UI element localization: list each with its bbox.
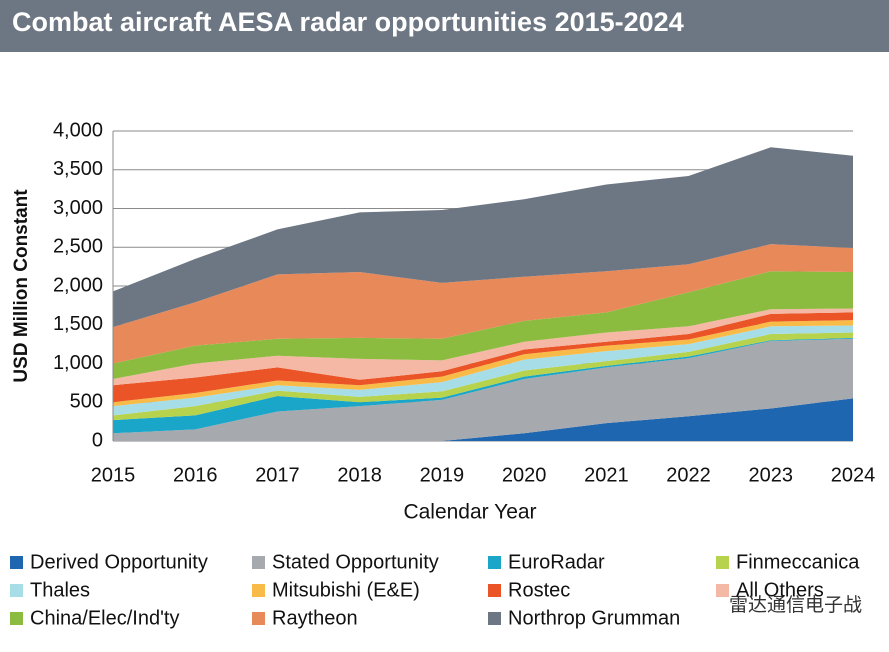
area xyxy=(113,332,853,421)
chart-title: Combat aircraft AESA radar opportunities… xyxy=(12,7,684,37)
legend-swatch xyxy=(252,584,265,597)
x-tick-label: 2023 xyxy=(749,464,794,486)
x-tick-label: 2020 xyxy=(502,464,547,486)
legend-swatch xyxy=(252,556,265,569)
x-tick-label: 2016 xyxy=(173,464,218,486)
y-tick-label: 4,000 xyxy=(53,119,103,141)
legend-swatch xyxy=(716,584,729,597)
legend-label: Rostec xyxy=(508,579,570,601)
legend-swatch xyxy=(10,584,23,597)
legend-label: EuroRadar xyxy=(508,551,605,573)
y-tick-label: 1,000 xyxy=(53,352,103,374)
legend-swatch xyxy=(488,556,501,569)
x-tick-label: 2017 xyxy=(255,464,300,486)
legend-swatch xyxy=(488,584,501,597)
legend-swatch xyxy=(488,612,501,625)
legend-label: China/Elec/Ind'ty xyxy=(30,607,179,629)
y-tick-label: 1,500 xyxy=(53,313,103,335)
area xyxy=(113,325,853,416)
x-tick-label: 2022 xyxy=(666,464,711,486)
y-tick-label: 3,000 xyxy=(53,197,103,219)
y-axis-label: USD Million Constant xyxy=(11,189,32,383)
legend-label: Mitsubishi (E&E) xyxy=(272,579,420,601)
x-tick-label: 2015 xyxy=(91,464,136,486)
title-bar xyxy=(0,0,889,52)
y-tick-label: 500 xyxy=(70,391,103,413)
legend-label: Northrop Grumman xyxy=(508,607,680,629)
legend-swatch xyxy=(10,612,23,625)
area xyxy=(113,398,853,441)
area xyxy=(113,244,853,364)
x-tick-label: 2018 xyxy=(337,464,382,486)
legend-swatch xyxy=(716,556,729,569)
legend-label: Derived Opportunity xyxy=(30,551,208,573)
x-tick-label: 2021 xyxy=(584,464,629,486)
x-tick-label: 2024 xyxy=(831,464,876,486)
area xyxy=(113,338,853,441)
y-tick-label: 3,500 xyxy=(53,158,103,180)
legend-swatch xyxy=(10,556,23,569)
x-tick-label: 2019 xyxy=(420,464,465,486)
legend-label: All Others xyxy=(736,579,824,601)
watermark: 雷达通信电子战 xyxy=(729,594,862,616)
areas xyxy=(113,147,853,441)
legend-label: Stated Opportunity xyxy=(272,551,439,573)
area xyxy=(113,271,853,379)
y-tick-label: 0 xyxy=(92,429,103,451)
x-axis-label: Calendar Year xyxy=(403,501,536,524)
legend-swatch xyxy=(252,612,265,625)
area xyxy=(113,337,853,434)
area xyxy=(113,320,853,407)
y-tick-label: 2,000 xyxy=(53,274,103,296)
area xyxy=(113,308,853,386)
legend-label: Raytheon xyxy=(272,607,358,629)
area xyxy=(113,312,853,403)
legend-label: Finmeccanica xyxy=(736,551,860,573)
legend-label: Thales xyxy=(30,579,90,601)
area xyxy=(113,147,853,328)
y-tick-label: 2,500 xyxy=(53,236,103,258)
